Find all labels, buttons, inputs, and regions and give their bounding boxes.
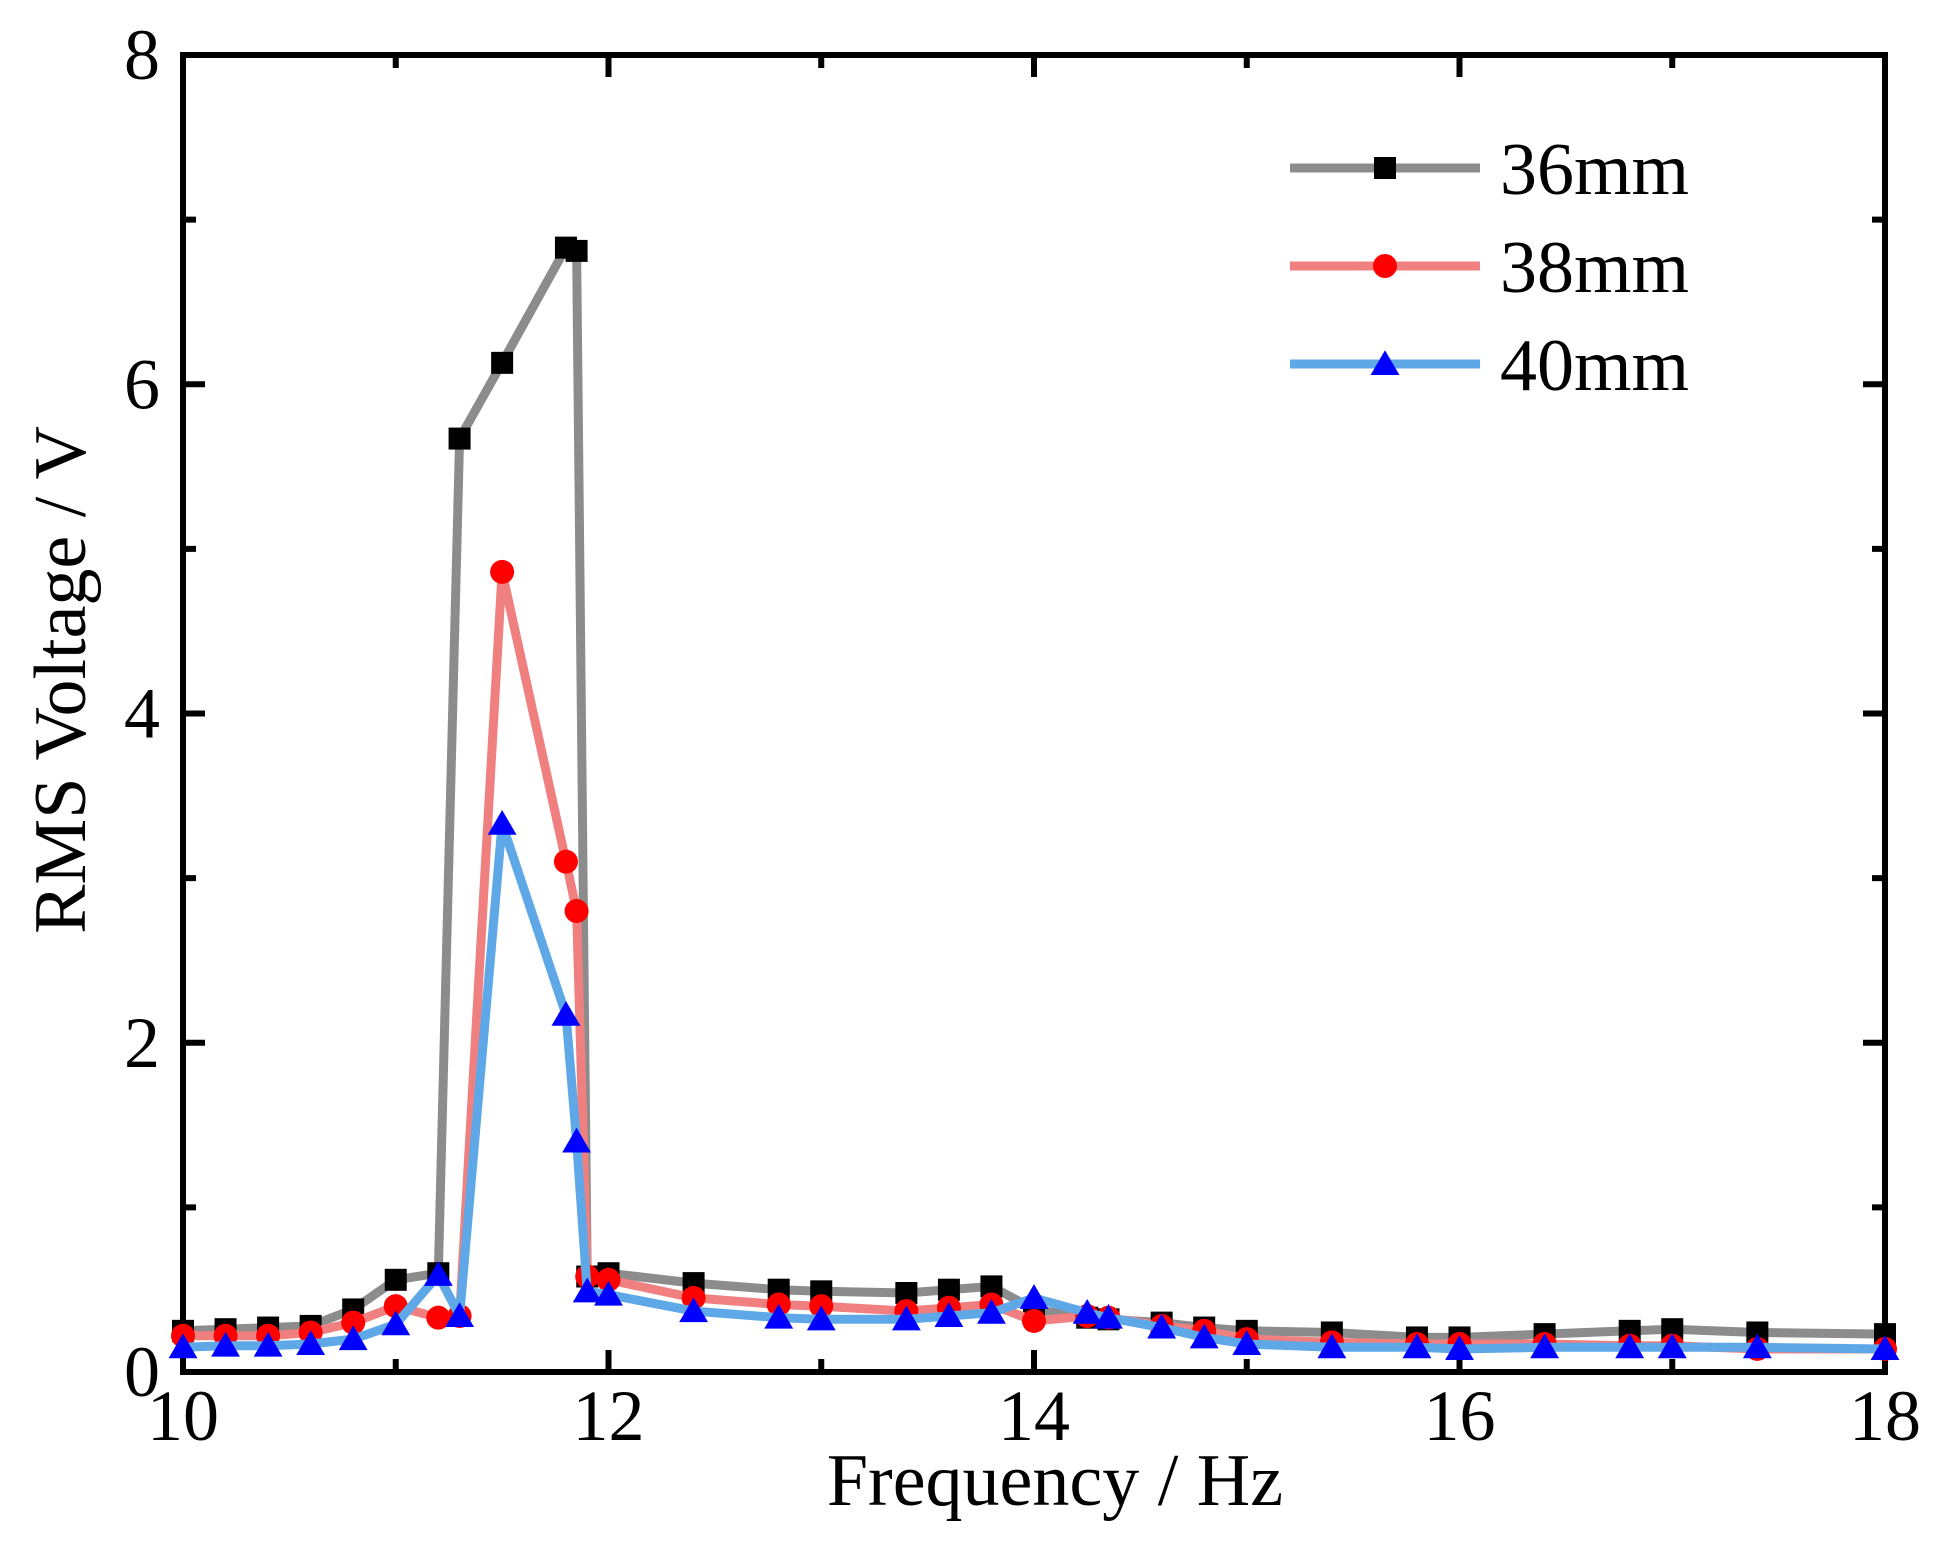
data-point-40mm — [679, 1297, 709, 1323]
data-point-38mm — [341, 1310, 366, 1335]
data-point-38mm — [596, 1267, 621, 1292]
data-point-40mm — [594, 1280, 623, 1306]
data-point-40mm — [562, 1127, 592, 1153]
data-point-40mm — [1742, 1333, 1772, 1359]
axis-tick-labels: 10 12 14 16 18 0 2 4 6 8 — [124, 15, 1921, 1456]
data-point-36mm — [448, 427, 471, 450]
legend-item-36mm: 36mm — [1290, 129, 1689, 211]
data-point-40mm — [338, 1325, 368, 1351]
data-point-38mm — [553, 849, 578, 874]
data-point-40mm — [977, 1298, 1006, 1324]
legend-marker — [1374, 157, 1396, 179]
data-point-40mm — [445, 1302, 475, 1328]
data-point-40mm — [296, 1330, 326, 1356]
data-point-40mm — [1232, 1330, 1262, 1356]
legend: 36mm 38mm 40mm — [1290, 129, 1689, 407]
data-point-38mm — [1022, 1308, 1046, 1333]
data-point-40mm — [487, 810, 517, 835]
data-point-40mm — [764, 1303, 794, 1329]
data-point-38mm — [490, 559, 515, 584]
data-point-36mm — [937, 1278, 960, 1301]
data-point-36mm — [1661, 1318, 1684, 1341]
series-40mm — [168, 810, 1900, 1360]
data-point-40mm — [1094, 1303, 1123, 1329]
data-point-40mm — [1445, 1335, 1474, 1360]
legend-label: 36mm — [1500, 129, 1689, 211]
x-tick-label: 16 — [1424, 1376, 1496, 1456]
legend-item-40mm: 40mm — [1290, 325, 1689, 407]
data-point-40mm — [253, 1331, 283, 1357]
data-point-40mm — [1657, 1333, 1687, 1359]
legend-item-38mm: 38mm — [1290, 227, 1689, 309]
data-point-40mm — [1147, 1313, 1177, 1339]
legend-label: 38mm — [1500, 227, 1689, 309]
x-tick-label: 14 — [998, 1376, 1070, 1456]
y-tick-label: 8 — [124, 15, 160, 95]
data-point-40mm — [211, 1331, 240, 1357]
axis-ticks — [180, 52, 1888, 1375]
data-point-36mm — [980, 1275, 1003, 1298]
data-point-40mm — [1072, 1298, 1102, 1324]
data-point-38mm — [426, 1305, 451, 1330]
legend-marker — [1373, 254, 1397, 278]
data-point-36mm — [895, 1281, 918, 1304]
data-point-40mm — [1402, 1333, 1432, 1359]
x-tick-label: 18 — [1849, 1376, 1921, 1456]
x-tick-label: 10 — [147, 1376, 219, 1456]
data-point-40mm — [806, 1305, 836, 1331]
data-point-36mm — [384, 1268, 407, 1291]
data-point-40mm — [1317, 1333, 1347, 1359]
data-point-40mm — [423, 1261, 453, 1286]
x-axis-title: Frequency / Hz — [827, 1440, 1283, 1522]
data-point-40mm — [551, 1001, 581, 1026]
data-point-40mm — [168, 1333, 198, 1359]
data-point-40mm — [1615, 1333, 1645, 1359]
legend-label: 40mm — [1500, 325, 1689, 407]
data-point-40mm — [381, 1310, 411, 1336]
legend-marker — [1370, 350, 1400, 375]
y-tick-label: 6 — [124, 344, 160, 424]
data-point-40mm — [572, 1277, 602, 1303]
series-line-36mm — [182, 243, 1886, 1342]
y-tick-label: 0 — [124, 1332, 160, 1412]
data-point-40mm — [1019, 1284, 1049, 1309]
data-point-36mm — [565, 239, 588, 262]
series-38mm — [171, 559, 1897, 1361]
data-point-36mm — [491, 351, 514, 374]
data-point-38mm — [564, 899, 589, 924]
y-tick-label: 4 — [124, 674, 160, 754]
y-tick-label: 2 — [124, 1003, 160, 1083]
x-tick-label: 12 — [573, 1376, 645, 1456]
data-point-40mm — [891, 1305, 921, 1331]
data-point-40mm — [1189, 1323, 1219, 1349]
data-point-40mm — [1870, 1335, 1900, 1360]
series-layer — [168, 236, 1900, 1361]
y-axis-title: RMS Voltage / V — [20, 426, 102, 934]
data-point-40mm — [934, 1302, 964, 1328]
data-point-36mm — [1746, 1321, 1769, 1344]
data-point-40mm — [1530, 1333, 1560, 1359]
